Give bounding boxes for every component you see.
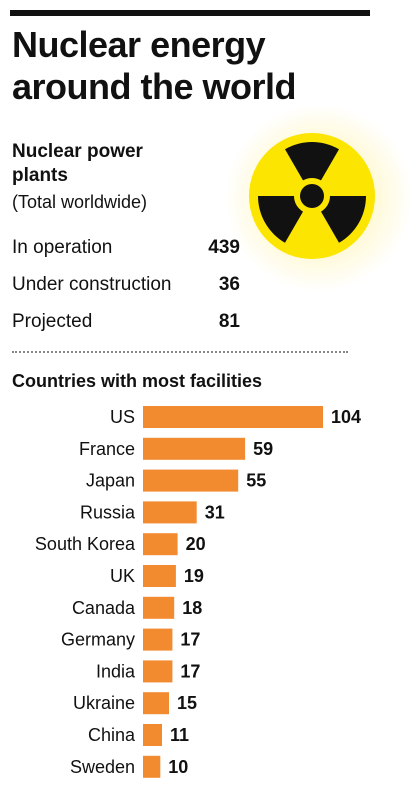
category-label: Ukraine [73, 693, 135, 713]
bar-canada [143, 596, 175, 619]
plants-subnote: (Total worldwide) [12, 192, 148, 212]
bar-germany [143, 628, 173, 651]
category-label: UK [110, 566, 135, 586]
plants-subheading: Nuclear power plants [12, 141, 143, 186]
trefoil-blade [321, 196, 366, 243]
stat-value-operation: 439 [208, 237, 240, 258]
section-divider [12, 351, 348, 353]
radiation-trefoil-icon [249, 133, 375, 259]
top-rule [10, 10, 370, 16]
category-label: China [88, 725, 136, 745]
value-label: 18 [182, 598, 202, 618]
chart-title: Countries with most facilities [12, 371, 263, 391]
category-label: Germany [61, 630, 135, 650]
category-label: France [79, 439, 135, 459]
stat-label-projected: Projected [12, 311, 93, 332]
value-label: 59 [253, 439, 273, 459]
value-label: 55 [246, 471, 266, 491]
category-label: Japan [86, 471, 135, 491]
bar-ukraine [143, 692, 169, 715]
bar-france [143, 437, 246, 460]
value-label: 19 [184, 566, 204, 586]
bar-uk [143, 565, 176, 587]
stat-label-construction: Under construction [12, 274, 172, 295]
bar-chart: US 104 France 59 Japan 55 Russia 31 South Korea 2… [35, 406, 361, 778]
category-label: US [110, 407, 135, 427]
bar-japan [143, 469, 239, 492]
category-label: Sweden [70, 757, 135, 777]
category-label: India [96, 661, 136, 681]
trefoil-blade [285, 141, 339, 181]
value-label: 15 [177, 693, 197, 713]
category-label: Russia [80, 502, 136, 522]
category-label: Canada [72, 598, 136, 618]
bar-china [143, 724, 162, 746]
value-label: 17 [180, 661, 200, 681]
bar-sweden [143, 755, 161, 778]
trefoil-blade [258, 196, 303, 243]
value-label: 20 [186, 534, 206, 554]
bar-india [143, 660, 173, 683]
stat-value-projected: 81 [218, 311, 240, 332]
value-label: 11 [170, 725, 189, 745]
stat-label-operation: In operation [12, 237, 113, 258]
value-label: 10 [168, 757, 188, 777]
bar-us [143, 406, 323, 428]
value-label: 17 [180, 630, 200, 650]
stat-value-construction: 36 [218, 274, 240, 295]
value-label: 104 [331, 407, 361, 427]
category-label: South Korea [35, 534, 136, 554]
trefoil-center [300, 184, 324, 208]
bar-south-korea [143, 533, 178, 556]
value-label: 31 [205, 502, 225, 522]
bar-russia [143, 501, 197, 524]
page-title: Nuclear energy around the world [12, 24, 297, 107]
